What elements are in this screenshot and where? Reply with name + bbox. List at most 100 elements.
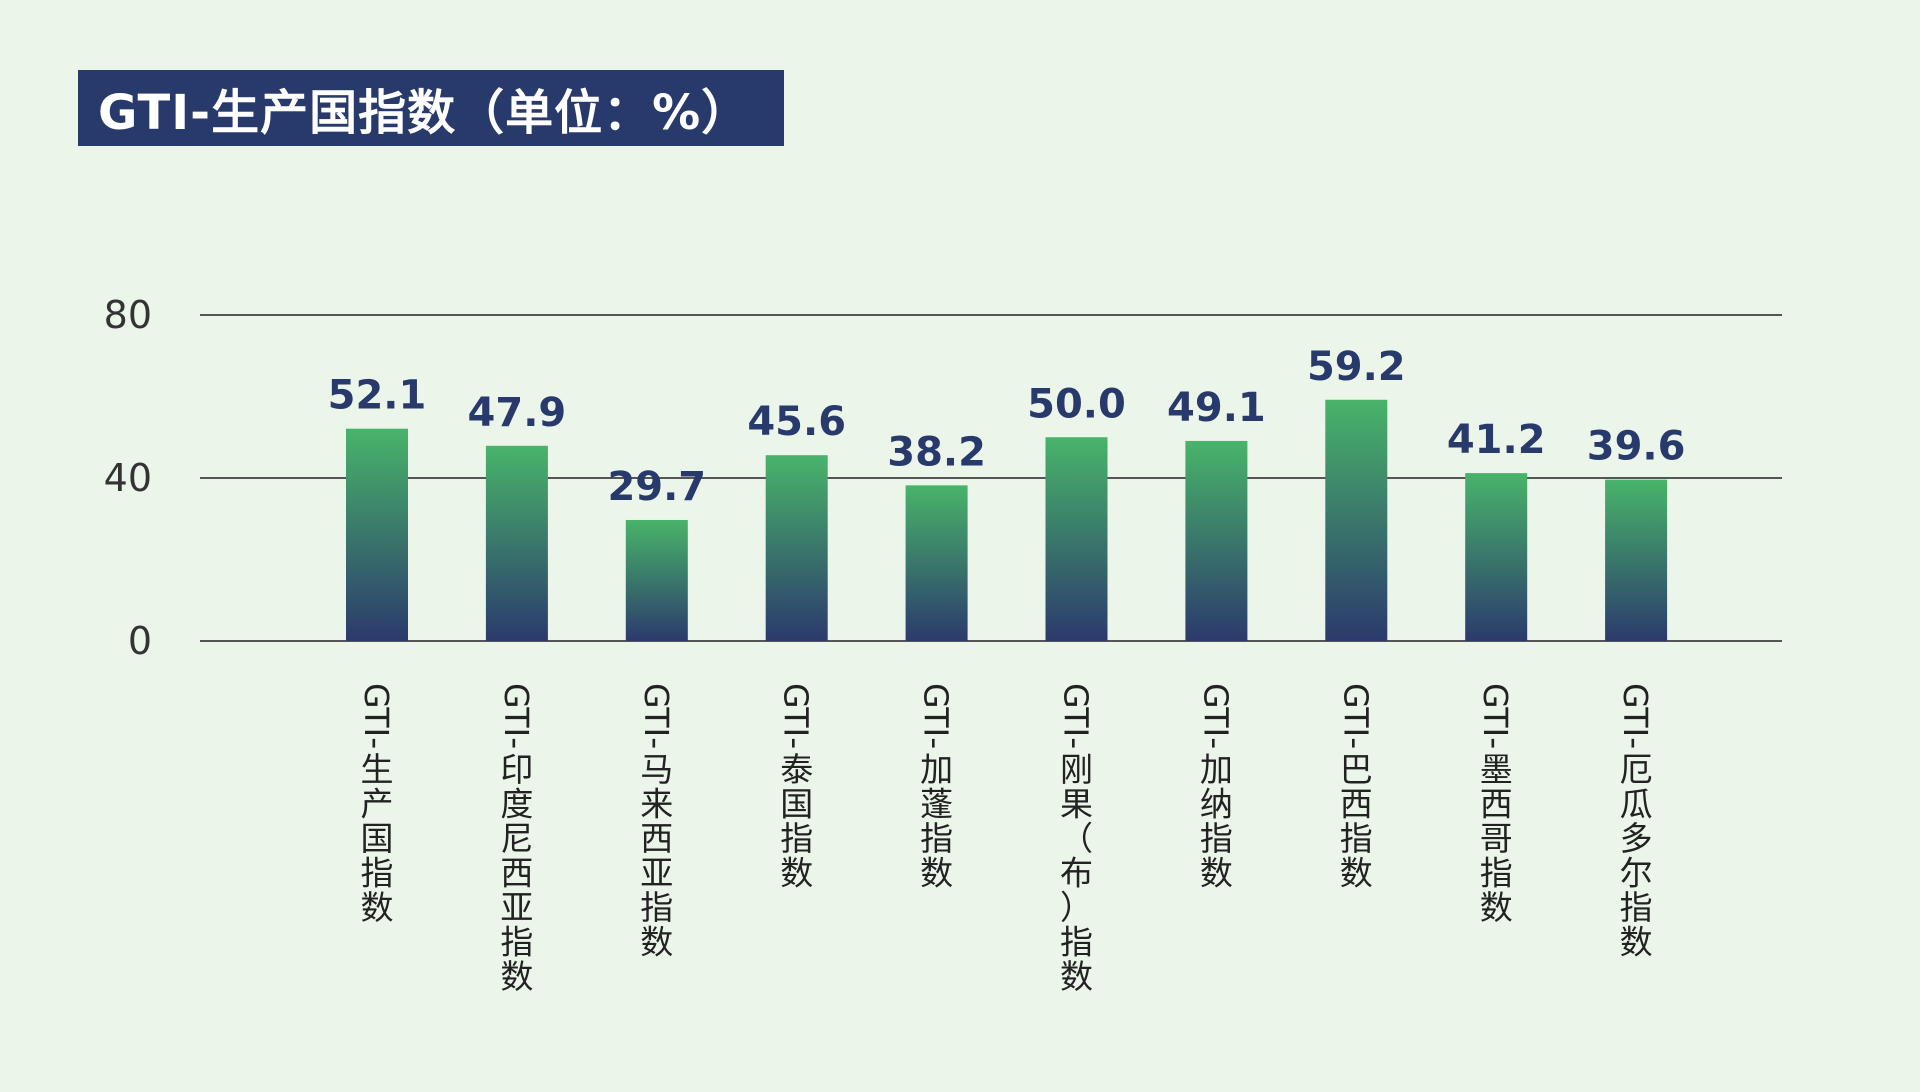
svg-text:瓜: 瓜 (1620, 785, 1653, 824)
svg-text:西: 西 (640, 819, 673, 858)
svg-text:指: 指 (1340, 819, 1373, 858)
svg-text:指: 指 (920, 819, 953, 858)
svg-text:数: 数 (920, 854, 953, 893)
value-label: 52.1 (328, 373, 427, 419)
svg-text:GTI-: GTI- (917, 683, 956, 749)
svg-text:厄: 厄 (1620, 750, 1653, 789)
svg-text:国: 国 (780, 785, 813, 824)
svg-text:国: 国 (361, 819, 394, 858)
svg-text:西: 西 (1480, 785, 1513, 824)
value-label: 50.0 (1027, 381, 1126, 427)
svg-text:数: 数 (780, 854, 813, 893)
svg-text:马: 马 (640, 750, 673, 789)
category-labels: GTI-生产国指数GTI-印度尼西亚指数GTI-马来西亚指数GTI-泰国指数GT… (357, 683, 1655, 996)
svg-text:来: 来 (640, 785, 673, 824)
svg-text:刚: 刚 (1060, 750, 1093, 789)
value-label: 39.6 (1587, 424, 1686, 470)
svg-text:亚: 亚 (640, 854, 673, 893)
svg-text:泰: 泰 (780, 750, 813, 789)
svg-text:指: 指 (1620, 888, 1653, 927)
svg-text:西: 西 (1340, 785, 1373, 824)
bar (1325, 399, 1388, 641)
value-label: 59.2 (1307, 344, 1406, 390)
value-label: 49.1 (1167, 385, 1266, 431)
svg-text:亚: 亚 (500, 888, 533, 927)
bar (1465, 473, 1528, 641)
bar (485, 445, 548, 641)
svg-text:数: 数 (640, 923, 673, 962)
svg-text:墨: 墨 (1480, 750, 1513, 789)
svg-text:蓬: 蓬 (920, 785, 953, 824)
y-tick-label: 0 (128, 619, 152, 663)
svg-text:哥: 哥 (1480, 819, 1513, 858)
bar (765, 455, 828, 641)
gridlines (200, 314, 1782, 642)
svg-text:纳: 纳 (1200, 785, 1233, 824)
svg-text:（: （ (1060, 819, 1093, 858)
svg-text:数: 数 (1200, 854, 1233, 893)
svg-text:GTI-: GTI- (1196, 683, 1235, 749)
y-tick-label: 80 (104, 293, 152, 337)
value-label: 38.2 (887, 429, 986, 475)
svg-text:GTI-: GTI- (1476, 683, 1515, 749)
y-axis-ticks: 0 40 80 (104, 293, 152, 663)
value-label: 47.9 (468, 390, 567, 436)
category-label: GTI-生产国指数 (357, 683, 396, 927)
svg-text:布: 布 (1060, 854, 1093, 893)
svg-text:数: 数 (1060, 957, 1093, 996)
bar (1045, 437, 1108, 641)
svg-text:产: 产 (361, 785, 394, 824)
svg-text:指: 指 (1060, 923, 1093, 962)
bars (346, 399, 1668, 641)
svg-text:果: 果 (1060, 785, 1093, 824)
bar (625, 519, 688, 641)
svg-text:指: 指 (640, 888, 673, 927)
svg-text:指: 指 (1200, 819, 1233, 858)
bar (346, 428, 408, 641)
svg-text:GTI-: GTI- (497, 683, 536, 749)
svg-text:GTI-: GTI- (637, 683, 676, 749)
svg-text:GTI-: GTI- (1057, 683, 1096, 749)
svg-text:生: 生 (361, 750, 394, 789)
svg-text:GTI-: GTI- (357, 683, 396, 749)
value-labels: 52.1 47.9 29.7 45.6 38.2 50.0 49.1 59.2 41.2 39.6 (328, 344, 1686, 510)
bar (1185, 440, 1248, 641)
svg-text:GTI-: GTI- (1336, 683, 1375, 749)
svg-text:印: 印 (500, 750, 533, 789)
svg-text:加: 加 (1200, 750, 1233, 789)
svg-text:度: 度 (500, 785, 533, 824)
svg-text:指: 指 (780, 819, 813, 858)
svg-text:数: 数 (1340, 854, 1373, 893)
svg-text:数: 数 (1620, 923, 1653, 962)
y-tick-label: 40 (104, 456, 152, 500)
svg-text:西: 西 (500, 854, 533, 893)
svg-text:加: 加 (920, 750, 953, 789)
value-label: 45.6 (747, 399, 846, 445)
svg-text:数: 数 (500, 957, 533, 996)
svg-text:指: 指 (1480, 854, 1513, 893)
bar (905, 485, 968, 641)
svg-text:数: 数 (1480, 888, 1513, 927)
bar (1605, 479, 1668, 641)
svg-text:尔: 尔 (1620, 854, 1653, 893)
svg-text:巴: 巴 (1340, 750, 1373, 789)
chart-title: GTI-生产国指数（单位：%） (98, 85, 751, 141)
svg-text:指: 指 (361, 854, 394, 893)
svg-text:尼: 尼 (500, 819, 533, 858)
category-label: GTI-刚果（布）指数 (1057, 683, 1096, 996)
svg-text:GTI-: GTI- (1616, 683, 1655, 749)
svg-text:多: 多 (1620, 819, 1653, 858)
svg-text:GTI-: GTI- (777, 683, 816, 749)
svg-text:数: 数 (361, 888, 394, 927)
title-banner: GTI-生产国指数（单位：%） (78, 70, 784, 146)
value-label: 29.7 (607, 464, 706, 510)
